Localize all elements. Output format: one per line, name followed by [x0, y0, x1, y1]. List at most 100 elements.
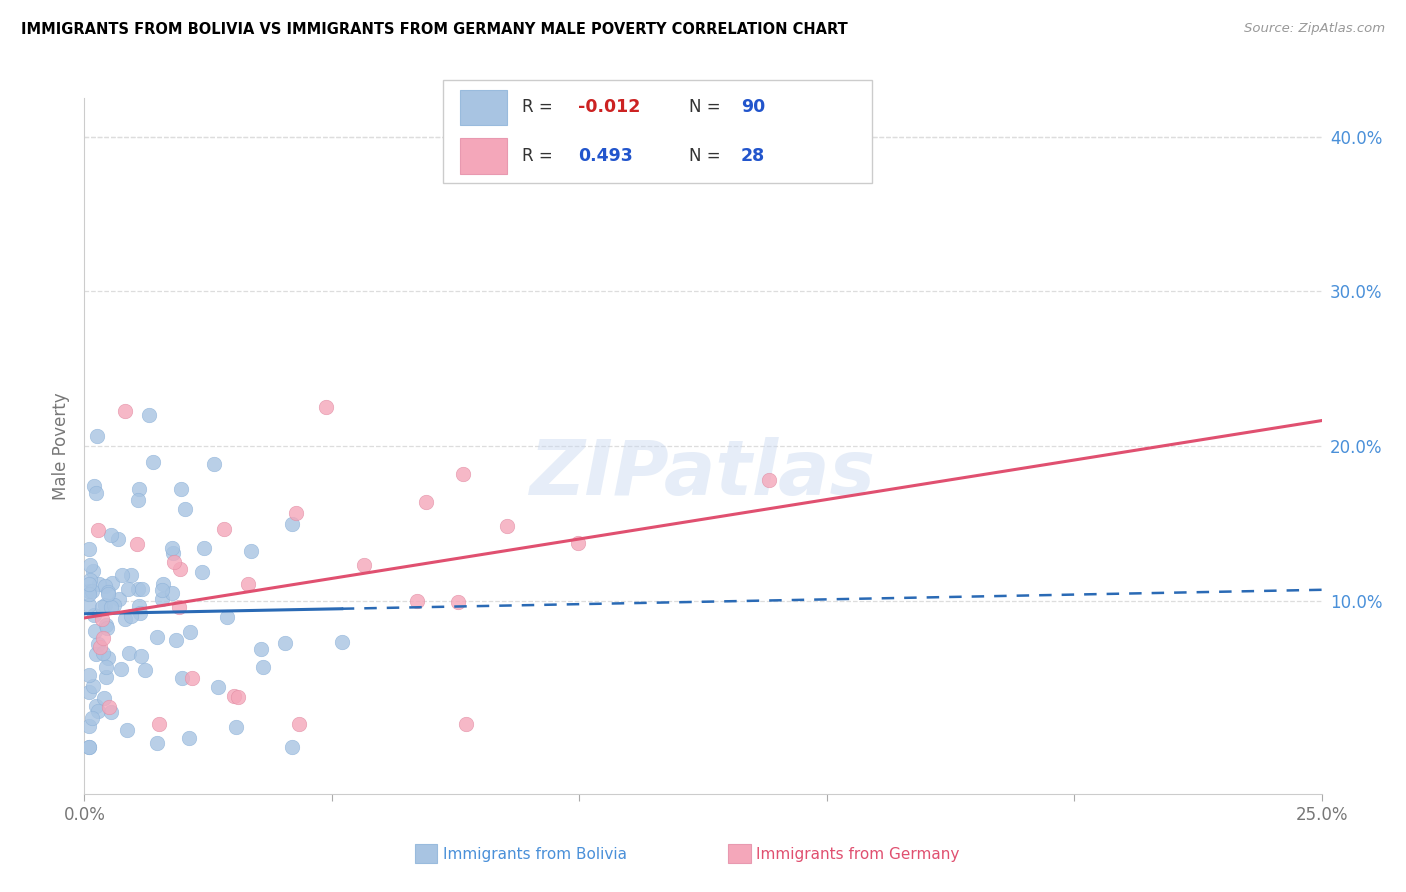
- Point: [83, 608, 105, 623]
- Text: IMMIGRANTS FROM BOLIVIA VS IMMIGRANTS FROM GERMANY MALE POVERTY CORRELATION CHAR: IMMIGRANTS FROM BOLIVIA VS IMMIGRANTS FR…: [21, 22, 848, 37]
- Point: [285, 506, 308, 520]
- Point: [94, 598, 117, 612]
- Point: [96, 621, 118, 635]
- Point: [138, 408, 160, 422]
- Point: [127, 493, 149, 508]
- Point: [162, 546, 184, 560]
- Point: [152, 577, 174, 591]
- FancyBboxPatch shape: [443, 80, 872, 183]
- Point: [180, 671, 202, 685]
- Point: [252, 660, 274, 674]
- Point: [172, 671, 194, 685]
- Point: [83, 479, 105, 493]
- Point: [167, 599, 190, 614]
- Point: [128, 483, 150, 497]
- Point: [447, 595, 470, 609]
- Point: [117, 646, 139, 660]
- Point: [353, 558, 375, 573]
- Point: [100, 599, 122, 614]
- Point: [146, 735, 169, 749]
- Point: [495, 519, 517, 533]
- Point: [165, 632, 187, 647]
- Point: [100, 705, 122, 719]
- Point: [120, 567, 142, 582]
- Point: [273, 636, 295, 650]
- Point: [179, 731, 201, 746]
- Point: [454, 717, 477, 731]
- Point: [79, 577, 101, 591]
- Point: [114, 404, 136, 418]
- Point: [87, 576, 110, 591]
- Point: [79, 668, 101, 682]
- Point: [111, 567, 134, 582]
- Point: [108, 591, 131, 606]
- Point: [125, 537, 148, 551]
- Bar: [460, 89, 508, 126]
- Point: [114, 612, 136, 626]
- Point: [94, 670, 117, 684]
- Point: [415, 495, 437, 509]
- Point: [100, 527, 122, 541]
- Point: [225, 720, 247, 734]
- Point: [79, 558, 101, 572]
- Point: [212, 522, 235, 536]
- Point: [79, 740, 101, 755]
- Point: [288, 717, 311, 731]
- Text: 90: 90: [741, 98, 765, 117]
- Point: [79, 542, 101, 557]
- Point: [79, 719, 101, 733]
- Point: [97, 587, 120, 601]
- Point: [91, 646, 114, 660]
- Point: [215, 609, 238, 624]
- Point: [82, 564, 104, 578]
- Point: [80, 711, 103, 725]
- Point: [281, 740, 304, 755]
- Point: [87, 523, 110, 537]
- Point: [103, 598, 125, 612]
- Point: [202, 457, 225, 471]
- Point: [79, 584, 101, 599]
- Point: [80, 584, 103, 599]
- Point: [567, 536, 589, 550]
- Point: [86, 429, 108, 443]
- Point: [94, 618, 117, 632]
- Text: Source: ZipAtlas.com: Source: ZipAtlas.com: [1244, 22, 1385, 36]
- Point: [238, 577, 260, 591]
- Point: [281, 516, 304, 531]
- Point: [179, 624, 201, 639]
- Point: [169, 562, 191, 576]
- Point: [91, 600, 114, 615]
- Point: [93, 690, 115, 705]
- Point: [97, 651, 120, 665]
- Point: [127, 582, 149, 596]
- Point: [107, 532, 129, 546]
- Point: [148, 717, 170, 731]
- Point: [315, 401, 337, 415]
- Point: [101, 576, 124, 591]
- Point: [150, 591, 173, 606]
- Point: [226, 690, 249, 705]
- Point: [97, 585, 120, 599]
- Text: 0.493: 0.493: [578, 146, 633, 165]
- Point: [131, 582, 153, 596]
- Point: [86, 704, 108, 718]
- Text: Immigrants from Bolivia: Immigrants from Bolivia: [443, 847, 627, 862]
- Text: N =: N =: [689, 98, 727, 117]
- Point: [94, 579, 117, 593]
- Point: [82, 679, 104, 693]
- Point: [129, 648, 152, 663]
- Point: [86, 637, 108, 651]
- Point: [451, 467, 474, 482]
- Point: [160, 541, 183, 555]
- Text: R =: R =: [522, 146, 558, 165]
- Point: [79, 587, 101, 601]
- Point: [134, 664, 156, 678]
- Point: [91, 612, 114, 626]
- Text: ZIPatlas: ZIPatlas: [530, 437, 876, 511]
- Text: -0.012: -0.012: [578, 98, 640, 117]
- Text: 28: 28: [741, 146, 765, 165]
- Text: N =: N =: [689, 146, 727, 165]
- Point: [129, 606, 152, 620]
- Point: [163, 555, 186, 569]
- Point: [250, 641, 273, 656]
